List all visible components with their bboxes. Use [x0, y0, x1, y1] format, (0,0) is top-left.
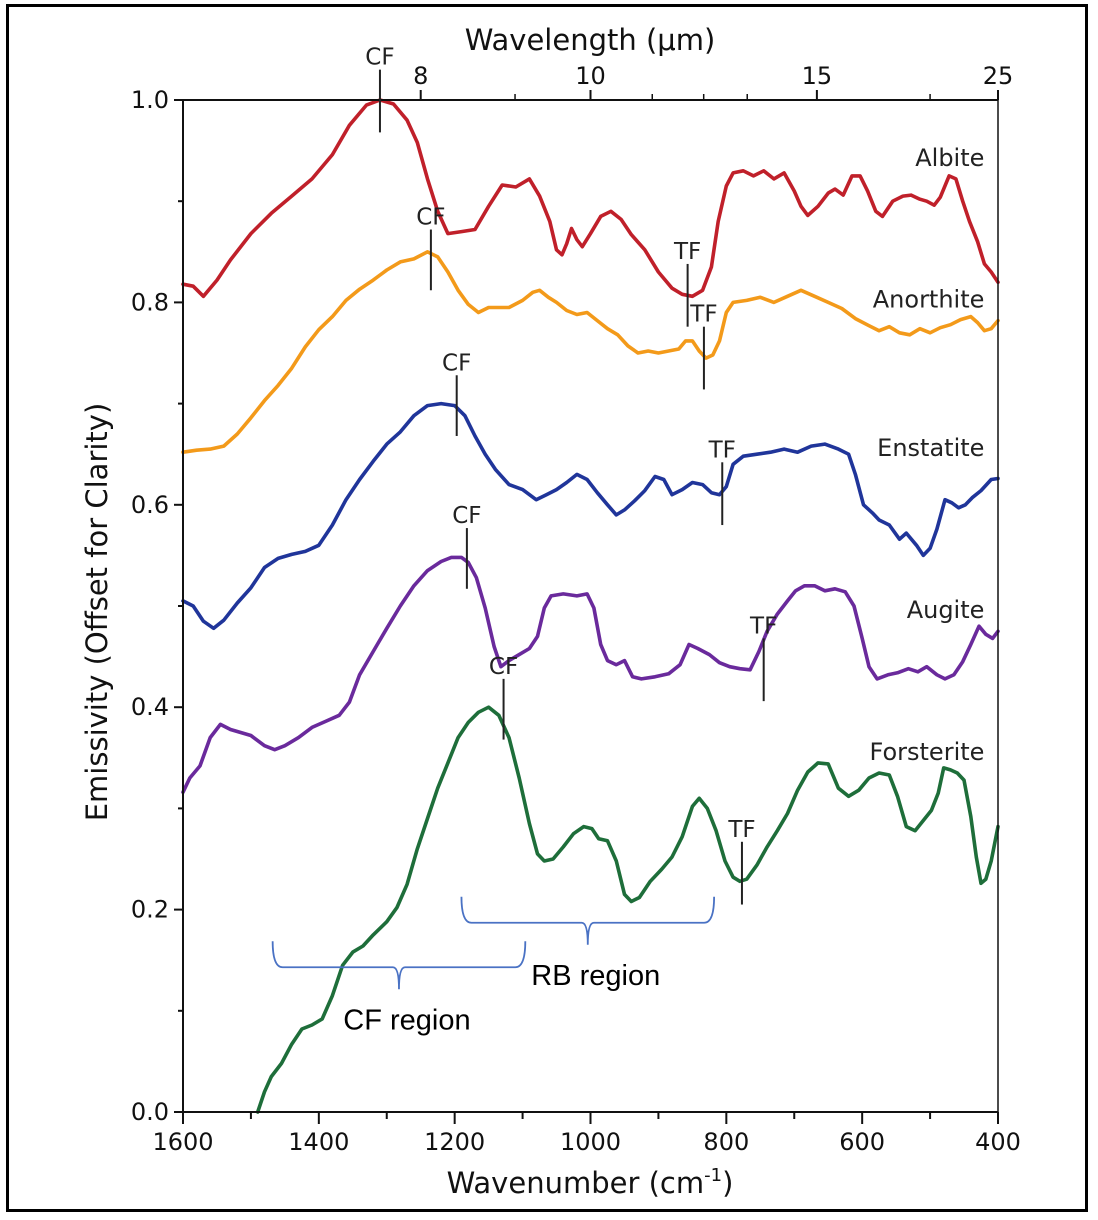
- marker-label: TF: [749, 613, 777, 639]
- marker-label: TF: [689, 302, 717, 328]
- series-label: Albite: [915, 144, 984, 172]
- marker-label: TF: [708, 437, 736, 463]
- x-tick-label: 1000: [560, 1128, 621, 1156]
- series-line-forsterite: [255, 705, 1000, 1114]
- series-line-albite: [181, 98, 1000, 299]
- marker-label: CF: [416, 205, 445, 231]
- top-tick-label: 25: [983, 62, 1014, 90]
- y-tick-label: 0.6: [131, 491, 169, 519]
- x-tick-label: 800: [703, 1128, 749, 1156]
- marker-label: CF: [489, 654, 518, 680]
- series-labels: Albite Anorthite Enstatite Augite Forsterite: [870, 144, 985, 766]
- y-tick-label: 0.2: [131, 896, 169, 924]
- region-bracket: [460, 896, 716, 945]
- y-tick-label: 0.8: [131, 288, 169, 316]
- y-tick-label: 1.0: [131, 86, 169, 114]
- feature-markers: CF CF CF CF CF TF TF TF TF TF: [365, 45, 777, 905]
- marker-label: TF: [727, 817, 755, 843]
- marker-label: CF: [452, 503, 481, 529]
- region-label: RB region: [531, 960, 660, 992]
- marker-label: CF: [442, 350, 471, 376]
- marker-label: CF: [365, 45, 394, 71]
- series-line-anorthite: [181, 250, 1000, 454]
- plot-axes: 0.0 0.2 0.4 0.6 0.8 1.0 1600 1400 1200 1000 800 600…: [131, 62, 1021, 1156]
- region-label: CF region: [343, 1004, 470, 1036]
- series-label: Anorthite: [873, 285, 985, 313]
- marker-label: TF: [673, 239, 701, 265]
- x-tick-label: 400: [975, 1128, 1021, 1156]
- top-tick-label: 10: [575, 62, 606, 90]
- series-label: Enstatite: [877, 434, 984, 462]
- spectra-lines: [181, 98, 1000, 1114]
- top-tick-label: 8: [413, 62, 428, 90]
- top-tick-label: 15: [802, 62, 833, 90]
- series-line-enstatite: [181, 401, 1000, 631]
- region-brackets: CF region RB region: [271, 896, 716, 1036]
- x-axis-title: Wavenumber (cm-1): [447, 1165, 734, 1200]
- region-bracket: [271, 941, 527, 990]
- x-tick-label: 1400: [288, 1128, 349, 1156]
- series-label: Augite: [907, 596, 985, 624]
- series-label: Forsterite: [870, 738, 985, 766]
- top-axis-title: Wavelength (μm): [465, 23, 716, 57]
- figure-frame: [6, 4, 1088, 1212]
- series-line-augite: [181, 555, 1000, 794]
- x-tick-label: 1600: [152, 1128, 213, 1156]
- y-tick-label: 0.0: [131, 1098, 169, 1126]
- x-tick-label: 600: [839, 1128, 885, 1156]
- y-tick-label: 0.4: [131, 693, 169, 721]
- y-axis-title: Emissivity (Offset for Clarity): [80, 403, 114, 822]
- x-tick-label: 1200: [424, 1128, 485, 1156]
